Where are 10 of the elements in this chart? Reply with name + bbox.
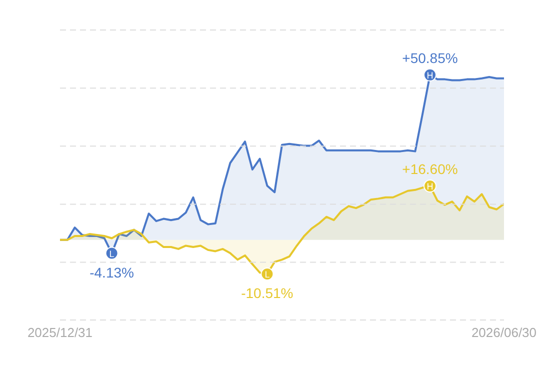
annotation: L	[264, 269, 270, 280]
data-label: +50.85%	[402, 50, 458, 66]
annotation: H	[426, 182, 434, 192]
annotation: H	[426, 70, 434, 80]
data-label: +16.60%	[402, 161, 458, 178]
x-tick-label: 2025/12/31	[27, 325, 93, 340]
data-label: -4.13%	[90, 264, 134, 280]
x-tick-label: 2026/06/30	[471, 325, 537, 340]
data-label: -10.51%	[241, 284, 294, 301]
annotation: L	[109, 248, 114, 259]
